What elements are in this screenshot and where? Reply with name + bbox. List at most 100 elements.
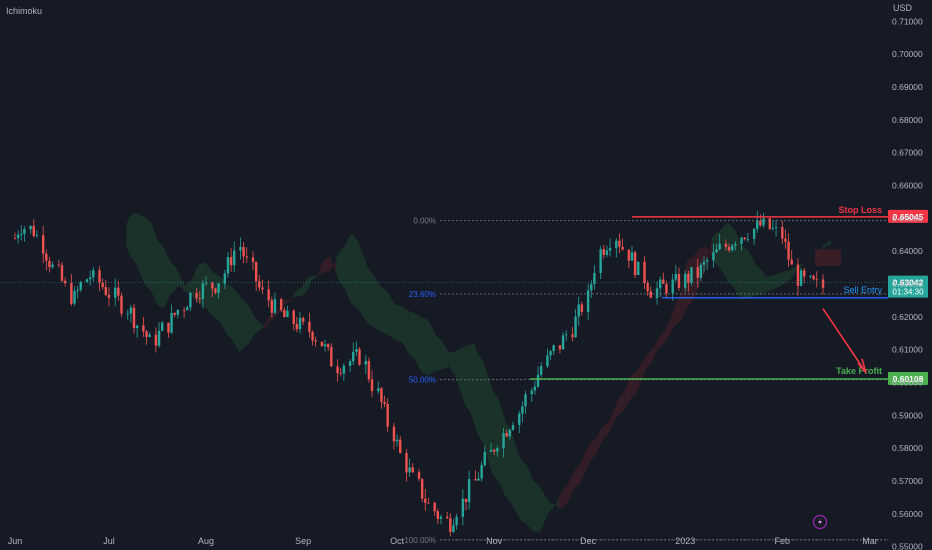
candle-body bbox=[57, 264, 61, 266]
cloud-segment bbox=[417, 315, 421, 371]
cloud-segment bbox=[301, 282, 305, 296]
candle-body bbox=[13, 238, 17, 239]
candle-body bbox=[558, 345, 562, 350]
cloud-segment bbox=[373, 275, 377, 330]
cloud-segment bbox=[157, 240, 164, 309]
currency-label: USD bbox=[893, 3, 913, 13]
cloud-segment bbox=[220, 276, 224, 329]
candle-body bbox=[483, 451, 486, 466]
cloud-segment bbox=[630, 370, 637, 399]
candle-body bbox=[671, 279, 674, 294]
time-axis[interactable]: Jun Jul Aug Sep Oct Nov Dec 2023 Feb Mar bbox=[8, 536, 878, 546]
cloud-segment bbox=[401, 306, 406, 347]
x-tick-label: Mar bbox=[862, 536, 878, 546]
candle-body bbox=[267, 289, 270, 301]
y-tick-label: 0.57000 bbox=[892, 476, 923, 486]
candle-body bbox=[643, 261, 646, 284]
cloud-segment bbox=[799, 262, 806, 268]
candle-body bbox=[217, 283, 220, 293]
candle-body bbox=[696, 267, 699, 278]
current-price-tag bbox=[888, 275, 928, 298]
cloud-segment bbox=[170, 261, 177, 295]
candle-body bbox=[292, 310, 295, 324]
candle-body bbox=[699, 264, 703, 278]
candle-body bbox=[774, 227, 778, 229]
cloud-segment bbox=[392, 300, 396, 341]
cloud-segment bbox=[264, 319, 268, 330]
cloud-segment bbox=[389, 295, 393, 339]
candle-body bbox=[615, 240, 618, 249]
candle-body bbox=[752, 228, 756, 239]
candle-body bbox=[211, 282, 214, 289]
cloud-segment bbox=[192, 271, 196, 300]
cloud-segment bbox=[376, 281, 381, 332]
take-profit-price: 0.60108 bbox=[893, 374, 924, 384]
future-cloud bbox=[815, 249, 841, 266]
cloud-segment bbox=[276, 305, 280, 317]
candle-body bbox=[467, 479, 471, 503]
cloud-segment bbox=[251, 311, 255, 339]
fib-label: 0.00% bbox=[413, 217, 436, 226]
lightning-icon[interactable] bbox=[812, 514, 828, 530]
cloud-segment bbox=[464, 344, 471, 414]
candle-body bbox=[114, 287, 117, 298]
candle-body bbox=[727, 247, 731, 251]
fib-label: 23.60% bbox=[409, 290, 436, 299]
candle-body bbox=[386, 403, 389, 427]
candle-body bbox=[339, 373, 342, 375]
candle-body bbox=[173, 312, 176, 315]
candle-body bbox=[295, 323, 299, 330]
cloud-segment bbox=[470, 343, 474, 423]
cloud-segment bbox=[671, 308, 675, 332]
candle-body bbox=[533, 386, 537, 391]
cloud-segment bbox=[777, 272, 781, 288]
cloud-segment bbox=[458, 347, 462, 395]
candle-body bbox=[608, 248, 612, 251]
cloud-segment bbox=[793, 266, 797, 276]
cloud-segment bbox=[608, 415, 612, 434]
x-tick-label: Dec bbox=[580, 536, 597, 546]
cloud-segment bbox=[721, 225, 725, 276]
cloud-segment bbox=[511, 431, 515, 510]
candle-body bbox=[658, 279, 662, 289]
indicator-label[interactable]: Ichimoku bbox=[6, 6, 42, 16]
candle-body bbox=[715, 249, 718, 253]
candle-body bbox=[189, 292, 192, 308]
candle-body bbox=[433, 502, 436, 512]
candle-body bbox=[815, 279, 818, 281]
cloud-segment bbox=[182, 282, 186, 293]
candle-body bbox=[464, 498, 468, 503]
x-tick-label: Oct bbox=[390, 536, 405, 546]
candle-body bbox=[392, 426, 396, 442]
candle-body bbox=[424, 498, 427, 503]
candle-body bbox=[308, 321, 311, 332]
candle-body bbox=[452, 525, 455, 532]
cloud-segment bbox=[583, 449, 587, 476]
price-axis[interactable]: 0.71000 0.70000 0.69000 0.68000 0.67000 0.660… bbox=[892, 16, 923, 550]
current-price: 0.63042 bbox=[893, 278, 924, 288]
cloud-segment bbox=[226, 283, 233, 341]
candle-body bbox=[154, 334, 158, 346]
cloud-segment bbox=[655, 337, 659, 354]
candle-body bbox=[79, 282, 82, 290]
cloud-segment bbox=[351, 233, 359, 309]
candle-body bbox=[593, 272, 596, 285]
candle-body bbox=[508, 429, 512, 437]
cloud-segment bbox=[395, 304, 402, 343]
candle-body bbox=[364, 360, 367, 365]
candle-body bbox=[129, 307, 133, 314]
candle-body bbox=[160, 322, 164, 331]
cloud-segment bbox=[614, 399, 619, 421]
cloud-segment bbox=[408, 310, 415, 359]
cloud-segment bbox=[185, 278, 193, 297]
cloud-segment bbox=[558, 491, 562, 509]
trade-levels[interactable]: Stop Loss 0.65045 Sell Entry 0.6304201:34:3… bbox=[0, 205, 928, 385]
candle-body bbox=[182, 310, 186, 311]
candle-body bbox=[734, 243, 737, 246]
candle-body bbox=[261, 287, 264, 290]
cloud-segment bbox=[824, 239, 832, 248]
cloud-segment bbox=[142, 215, 146, 285]
candle-body bbox=[41, 235, 45, 254]
candle-body bbox=[370, 379, 374, 392]
